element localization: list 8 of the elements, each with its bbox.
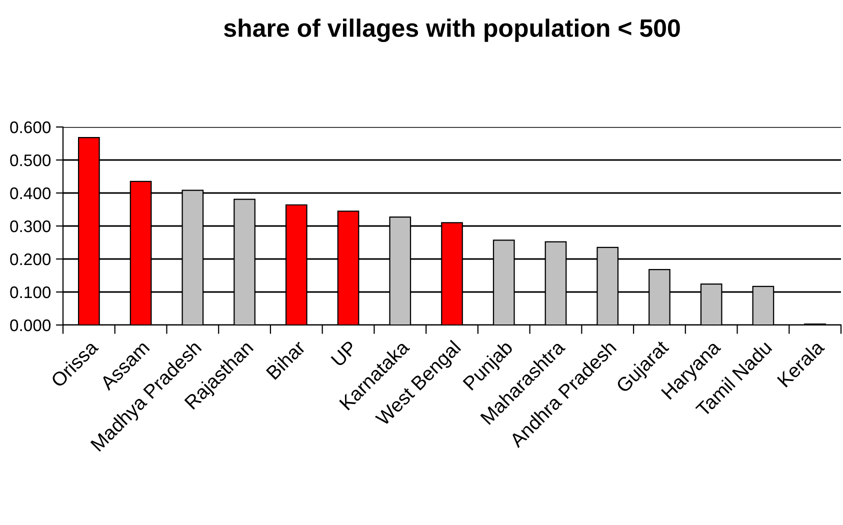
y-tick-label: 0.600 <box>10 121 51 134</box>
y-tick-label: 0.400 <box>10 187 51 200</box>
y-tick-label: 0.500 <box>10 154 51 166</box>
y-tick-label: 0.300 <box>10 220 51 232</box>
y-tick-label: 0.100 <box>10 286 51 298</box>
y-tick-label: 0.000 <box>10 319 51 332</box>
chart-title: share of villages with population < 500 <box>224 18 680 42</box>
y-tick-label: 0.200 <box>10 253 51 266</box>
